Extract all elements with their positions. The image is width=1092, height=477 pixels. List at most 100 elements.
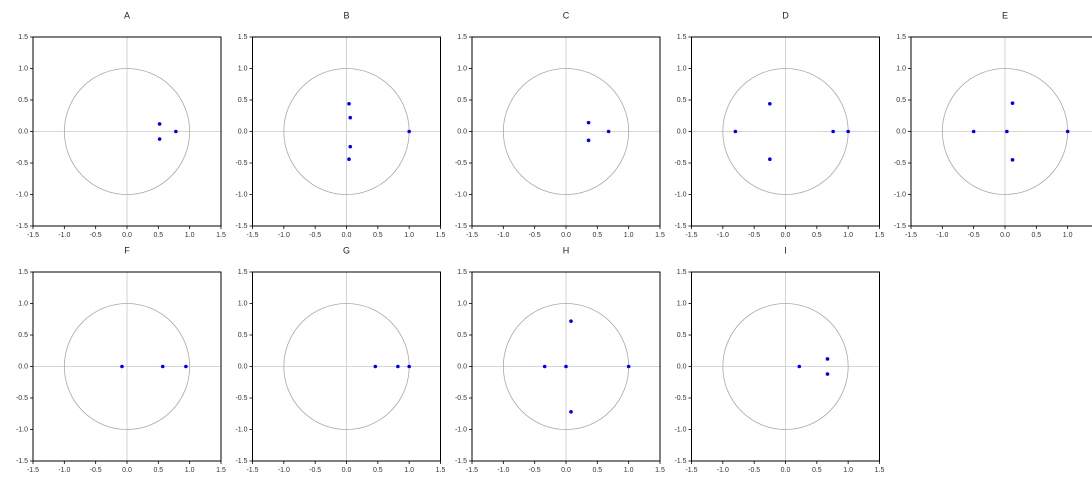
y-tick-label: -0.5 xyxy=(235,160,247,167)
root-point xyxy=(348,115,353,120)
root-point xyxy=(846,129,850,134)
y-tick-label: 0.0 xyxy=(238,363,248,370)
root-point xyxy=(606,129,611,134)
x-tick-label: -1.5 xyxy=(246,467,258,474)
y-tick-label: 1.0 xyxy=(18,300,28,307)
chart-title: B xyxy=(343,10,349,20)
y-tick-label: -0.5 xyxy=(674,160,686,167)
x-tick-label: -1.0 xyxy=(278,467,290,474)
root-point xyxy=(586,138,591,143)
x-tick-label: 1.5 xyxy=(216,232,226,239)
y-tick-label: 0.5 xyxy=(18,97,28,104)
y-tick-label: 0.0 xyxy=(896,128,906,135)
y-tick-label: 1.5 xyxy=(896,34,906,41)
x-tick-label: 0.0 xyxy=(561,232,571,239)
x-tick-label: -1.0 xyxy=(717,467,729,474)
x-tick-label: 0.5 xyxy=(812,232,822,239)
x-tick-label: -0.5 xyxy=(529,232,541,239)
x-tick-label: -1.5 xyxy=(466,232,478,239)
y-tick-label: 1.0 xyxy=(677,300,687,307)
y-tick-label: 0.5 xyxy=(457,332,467,339)
y-tick-label: -1.0 xyxy=(455,426,467,433)
x-tick-label: -1.5 xyxy=(685,232,697,239)
y-tick-label: -1.0 xyxy=(16,191,28,198)
root-point xyxy=(1010,158,1015,162)
x-tick-label: -1.0 xyxy=(497,232,509,239)
x-tick-label: -0.5 xyxy=(748,232,760,239)
y-tick-label: 1.0 xyxy=(238,300,248,307)
y-tick-label: 1.5 xyxy=(677,269,687,276)
y-tick-label: -1.5 xyxy=(674,223,686,230)
y-tick-label: 0.0 xyxy=(677,363,687,370)
y-tick-label: 0.0 xyxy=(457,363,467,370)
root-point xyxy=(120,364,124,369)
y-tick-label: 1.5 xyxy=(18,34,28,41)
root-point xyxy=(768,101,772,106)
x-tick-label: -1.0 xyxy=(936,232,948,239)
y-tick-label: -1.5 xyxy=(16,458,28,465)
y-tick-label: 0.5 xyxy=(896,97,906,104)
y-tick-label: -0.5 xyxy=(235,395,247,402)
chart-title: A xyxy=(124,10,130,20)
unit-circle xyxy=(63,303,191,430)
chart-title: E xyxy=(1002,10,1008,20)
y-tick-label: -1.0 xyxy=(674,426,686,433)
x-tick-label: -1.5 xyxy=(905,232,917,239)
y-tick-label: -0.5 xyxy=(16,395,28,402)
y-tick-label: -1.0 xyxy=(674,191,686,198)
root-point xyxy=(1010,101,1015,105)
root-point xyxy=(831,129,835,134)
y-tick-label: 0.5 xyxy=(677,97,687,104)
x-tick-label: 0.0 xyxy=(122,232,132,239)
y-tick-label: 0.0 xyxy=(18,128,28,135)
x-tick-label: -0.5 xyxy=(309,467,321,474)
y-tick-label: -1.5 xyxy=(455,458,467,465)
x-tick-label: -1.5 xyxy=(685,467,697,474)
x-tick-label: 0.5 xyxy=(812,467,822,474)
root-point xyxy=(569,319,573,323)
x-tick-label: 0.5 xyxy=(1031,232,1041,239)
x-tick-label: 1.5 xyxy=(655,232,665,239)
x-tick-label: -1.0 xyxy=(58,232,70,239)
y-tick-label: 0.5 xyxy=(677,332,687,339)
x-tick-label: -0.5 xyxy=(309,232,321,239)
x-tick-label: 1.5 xyxy=(436,467,446,474)
x-tick-label: 1.0 xyxy=(404,232,414,239)
root-point xyxy=(174,129,178,134)
x-tick-label: -1.0 xyxy=(717,232,729,239)
x-tick-label: 0.5 xyxy=(592,467,602,474)
x-tick-label: 1.5 xyxy=(216,467,226,474)
chart-title: D xyxy=(782,10,789,20)
y-tick-label: -1.0 xyxy=(235,191,247,198)
root-point xyxy=(348,144,353,149)
root-point xyxy=(626,364,631,369)
x-tick-label: 1.0 xyxy=(843,467,853,474)
y-tick-label: 0.5 xyxy=(238,332,248,339)
root-point xyxy=(768,157,772,162)
y-tick-label: -1.5 xyxy=(16,223,28,230)
y-tick-label: 1.5 xyxy=(457,34,467,41)
x-tick-label: 1.5 xyxy=(875,467,885,474)
chart-title: F xyxy=(124,245,130,255)
root-point xyxy=(542,364,547,369)
y-tick-label: 1.5 xyxy=(677,34,687,41)
root-point xyxy=(157,137,162,141)
x-tick-label: -0.5 xyxy=(748,467,760,474)
x-tick-label: 0.5 xyxy=(153,232,163,239)
chart-title: G xyxy=(343,245,350,255)
unit-circle xyxy=(63,68,191,195)
x-tick-label: -0.5 xyxy=(90,232,102,239)
root-point xyxy=(1065,129,1070,134)
x-tick-label: 0.5 xyxy=(592,232,602,239)
root-point xyxy=(825,357,830,361)
x-tick-label: -0.5 xyxy=(529,467,541,474)
x-tick-label: 0.0 xyxy=(561,467,571,474)
chart-title: C xyxy=(563,10,570,20)
root-point xyxy=(407,129,411,134)
x-tick-label: 1.0 xyxy=(185,467,195,474)
x-tick-label: 1.0 xyxy=(185,232,195,239)
y-tick-label: -1.0 xyxy=(455,191,467,198)
y-tick-label: 0.0 xyxy=(238,128,248,135)
y-tick-label: -0.5 xyxy=(16,160,28,167)
x-tick-label: 0.0 xyxy=(781,467,791,474)
